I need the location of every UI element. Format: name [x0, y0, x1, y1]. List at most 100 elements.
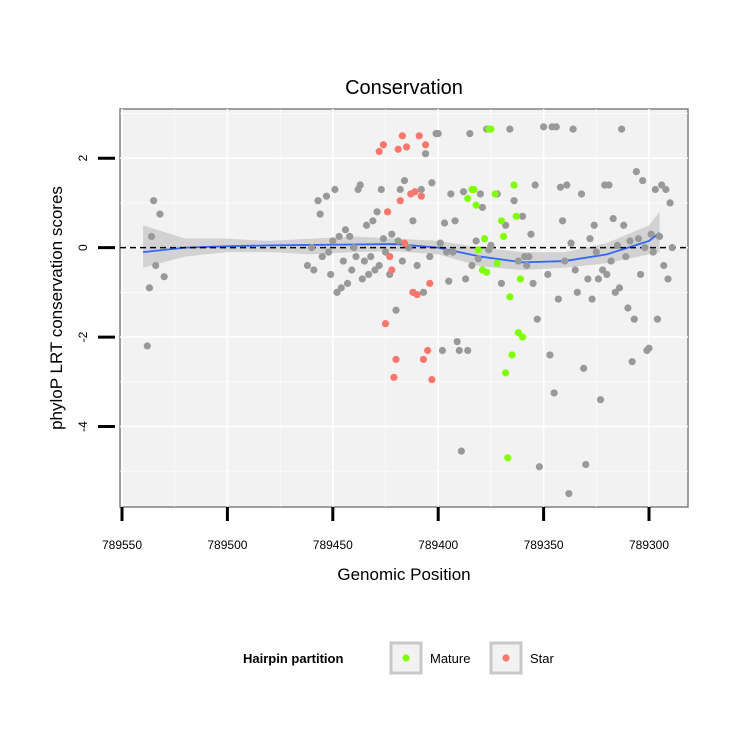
x-tick-label: 789450: [313, 538, 353, 552]
point-other: [586, 235, 594, 243]
point-other: [605, 181, 613, 189]
point-other: [362, 221, 371, 229]
point-star: [417, 192, 425, 200]
point-other: [577, 190, 586, 198]
legend-label-star: Star: [530, 651, 555, 666]
point-other: [453, 337, 461, 346]
point-star: [421, 141, 430, 149]
point-other: [335, 232, 343, 241]
point-mature: [472, 201, 480, 209]
point-other: [369, 217, 377, 225]
point-other: [645, 344, 653, 352]
point-other: [145, 284, 154, 292]
point-other: [426, 252, 434, 261]
point-mature: [516, 275, 525, 283]
x-tick-label: 789300: [629, 538, 669, 552]
point-star: [415, 132, 423, 140]
point-mature: [491, 190, 499, 198]
point-other: [630, 315, 638, 323]
point-mature: [483, 268, 491, 276]
point-mature: [493, 259, 501, 267]
y-tick-label: -2: [76, 331, 90, 342]
point-other: [653, 315, 662, 323]
point-other: [379, 235, 387, 243]
point-other: [466, 129, 474, 138]
point-other: [147, 232, 156, 241]
point-other: [318, 252, 326, 261]
point-other: [400, 176, 409, 185]
point-other: [550, 389, 558, 397]
point-other: [348, 266, 356, 274]
point-other: [624, 304, 632, 312]
point-other: [436, 239, 444, 247]
x-tick-label: 789350: [524, 538, 564, 552]
point-other: [303, 261, 312, 270]
axes: 789550 789500 789450 789400 789350 789300 2 0 -2…: [76, 155, 669, 552]
point-star: [400, 239, 409, 247]
point-star: [413, 290, 421, 299]
point-other: [341, 226, 350, 234]
plot-panel: [119, 108, 689, 508]
point-other: [639, 176, 647, 185]
point-star: [426, 279, 434, 288]
point-other: [322, 192, 331, 200]
point-mature: [487, 125, 495, 133]
point-other: [331, 185, 339, 194]
point-other: [571, 266, 579, 274]
point-other: [628, 358, 636, 366]
point-other: [394, 237, 402, 245]
point-other: [392, 306, 400, 314]
point-star: [384, 208, 392, 216]
point-other: [316, 210, 324, 218]
point-mature: [518, 333, 527, 341]
point-other: [371, 266, 379, 274]
point-star: [402, 143, 411, 151]
point-other: [596, 396, 605, 404]
point-star: [390, 373, 398, 381]
point-other: [468, 261, 476, 270]
y-tick-label: 0: [76, 244, 90, 251]
point-star: [419, 355, 428, 364]
point-other: [567, 239, 575, 247]
point-other: [464, 346, 472, 355]
point-other: [613, 241, 621, 249]
point-other: [569, 125, 577, 133]
point-other: [561, 257, 569, 265]
point-other: [540, 123, 548, 131]
point-star: [375, 147, 383, 156]
point-other: [421, 150, 430, 158]
point-other: [365, 270, 373, 279]
point-other: [327, 270, 335, 279]
point-other: [518, 212, 527, 220]
point-other: [617, 125, 626, 133]
point-other: [655, 232, 664, 241]
point-other: [668, 244, 676, 252]
point-other: [405, 244, 413, 252]
point-other: [447, 190, 455, 198]
point-mature: [502, 369, 510, 377]
smooth-line-layer: [142, 232, 661, 264]
legend: Hairpin partition Mature Star: [243, 641, 555, 675]
point-other: [582, 460, 590, 469]
point-other: [620, 221, 628, 229]
point-other: [599, 266, 607, 274]
point-other: [350, 244, 358, 252]
y-tick-label: 2: [76, 155, 90, 162]
point-star: [424, 346, 432, 355]
point-star: [392, 355, 400, 364]
point-star: [411, 188, 419, 196]
point-other: [462, 275, 470, 283]
point-other: [535, 463, 543, 471]
point-other: [333, 288, 341, 296]
point-other: [438, 346, 447, 355]
point-other: [658, 181, 666, 189]
point-other: [417, 185, 425, 194]
point-other: [449, 248, 457, 256]
point-other: [584, 275, 592, 283]
point-other: [546, 351, 554, 359]
point-other: [381, 248, 390, 256]
point-other: [580, 364, 588, 372]
data-points: [143, 123, 676, 498]
point-other: [552, 123, 560, 131]
point-star: [428, 375, 436, 384]
